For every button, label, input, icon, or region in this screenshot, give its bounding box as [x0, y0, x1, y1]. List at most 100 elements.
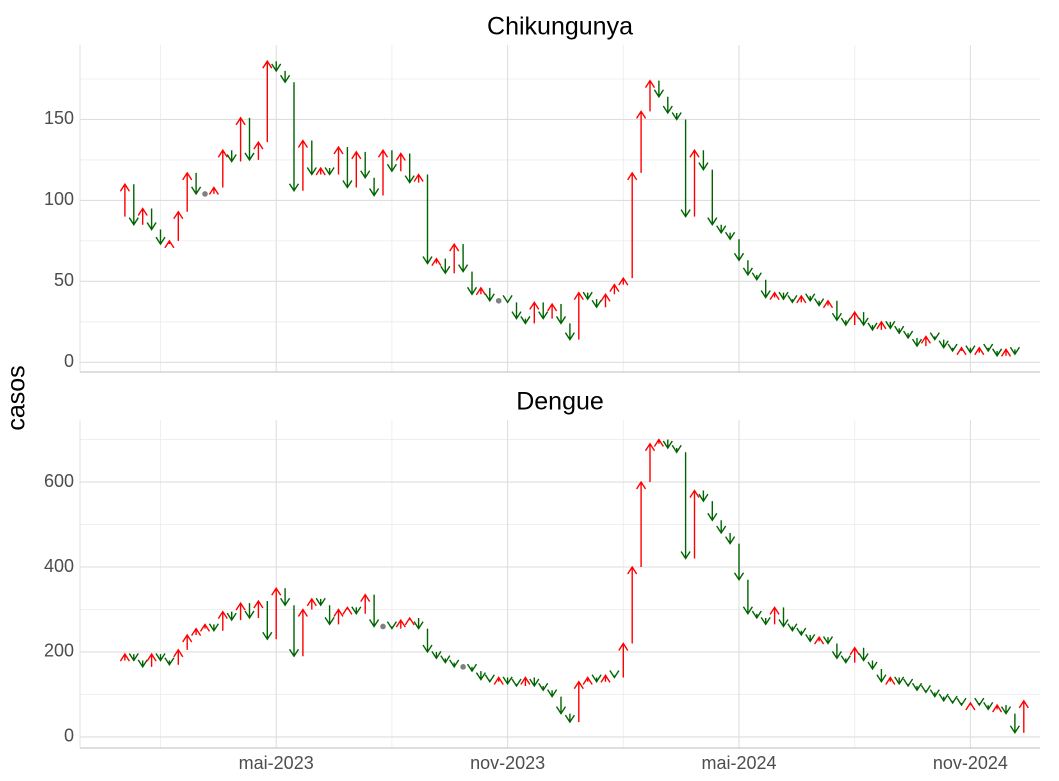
arrow: [164, 239, 175, 249]
arrow: [137, 207, 148, 225]
arrow: [280, 70, 291, 84]
arrow: [769, 606, 780, 625]
arrow: [698, 490, 709, 503]
arrow: [636, 110, 647, 173]
arrow: [814, 298, 825, 307]
arrow: [484, 674, 495, 684]
arrow: [600, 674, 611, 683]
arrow: [155, 229, 166, 246]
arrow: [627, 565, 638, 644]
arrow: [876, 668, 887, 684]
arrow: [547, 689, 558, 698]
arrow: [867, 660, 878, 671]
arrow: [600, 293, 611, 308]
arrow: [484, 287, 495, 303]
arrow: [636, 480, 647, 568]
arrow: [733, 239, 745, 262]
arrow: [146, 208, 157, 231]
arrow: [787, 295, 798, 304]
arrow: [182, 633, 193, 650]
arrow: [733, 543, 745, 582]
arrow: [217, 148, 228, 188]
arrow: [173, 210, 184, 241]
unchanged-point: [495, 297, 502, 304]
arrow: [796, 294, 807, 304]
arrow: [226, 150, 237, 163]
y-tick-label: 150: [44, 108, 74, 128]
arrow: [324, 167, 335, 176]
arrow: [742, 579, 753, 616]
arrow: [769, 291, 780, 301]
x-tick-label: mai-2024: [701, 753, 776, 773]
arrow: [778, 291, 789, 301]
arrow: [885, 320, 896, 330]
arrow: [644, 79, 656, 112]
arrow: [288, 82, 300, 192]
arrow: [840, 655, 851, 664]
arrow: [315, 166, 326, 176]
arrow: [547, 302, 558, 319]
arrow: [582, 676, 593, 685]
arrow: [137, 659, 148, 669]
arrow: [333, 145, 344, 175]
arrow: [538, 302, 549, 320]
arrow: [671, 112, 682, 121]
arrow: [725, 231, 736, 241]
arrow: [253, 140, 264, 160]
arrow: [297, 608, 308, 657]
arrow: [271, 61, 282, 73]
arrow: [956, 697, 967, 707]
arrow: [235, 601, 246, 621]
arrow: [992, 703, 1003, 713]
arrow: [974, 697, 985, 707]
arrow: [431, 257, 442, 267]
arrow: [707, 169, 718, 226]
arrow: [591, 674, 602, 684]
arrow: [858, 312, 869, 327]
y-axis-label: casos: [3, 365, 31, 430]
arrow: [840, 317, 851, 327]
arrow: [235, 116, 246, 162]
arrow: [360, 151, 371, 180]
arrow: [1009, 346, 1020, 356]
arrow: [618, 276, 629, 286]
arrow: [760, 279, 771, 299]
arrow: [333, 608, 344, 625]
arrow: [929, 332, 940, 341]
arrow: [644, 442, 656, 483]
arrow: [431, 650, 442, 660]
arrow: [466, 663, 478, 673]
arrow: [555, 304, 567, 325]
arrow: [475, 671, 486, 681]
arrow: [244, 603, 255, 620]
arrow: [609, 283, 620, 295]
arrow: [751, 610, 762, 620]
unchanged-point: [202, 191, 208, 197]
arrow: [760, 616, 771, 626]
arrow: [689, 148, 700, 217]
arrow: [217, 610, 228, 631]
arrow: [182, 171, 193, 212]
arrow: [885, 676, 896, 685]
arrow: [947, 695, 958, 705]
x-tick-label: mai-2023: [239, 753, 314, 773]
arrow: [449, 659, 460, 669]
arrow: [911, 682, 923, 692]
arrow: [831, 643, 842, 660]
arrow: [787, 623, 798, 633]
arrow: [751, 272, 762, 282]
arrow: [351, 150, 362, 188]
y-tick-label: 600: [44, 471, 74, 491]
arrow: [422, 174, 433, 265]
arrow: [369, 594, 380, 628]
arrow: [822, 299, 834, 309]
arrow: [208, 623, 219, 633]
arrow: [564, 323, 575, 341]
arrow: [974, 346, 985, 356]
arrow: [128, 184, 139, 226]
y-tick-label: 50: [54, 270, 74, 290]
panel-title: Dengue: [516, 388, 604, 416]
arrow: [920, 684, 931, 694]
arrow: [386, 150, 397, 173]
arrow: [262, 600, 273, 641]
